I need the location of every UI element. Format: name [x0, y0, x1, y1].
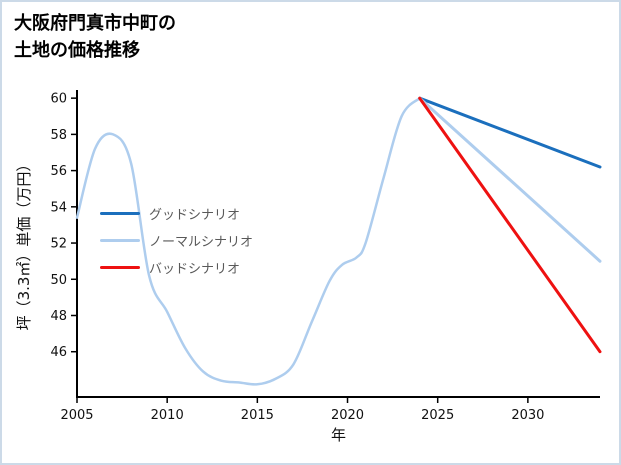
chart-title: 大阪府門真市中町の 土地の価格推移 — [14, 10, 176, 64]
y-tick-label: 50 — [50, 273, 67, 288]
legend-item-normal-scenario: ノーマルシナリオ — [100, 232, 254, 250]
y-tick-label: 52 — [50, 237, 67, 252]
x-axis-label: 年 — [331, 426, 346, 444]
x-tick-label: 2020 — [331, 408, 364, 423]
legend-line-good-scenario — [100, 212, 140, 215]
legend-line-bad-scenario — [100, 266, 140, 269]
x-tick-label: 2005 — [60, 408, 93, 423]
series-line-0 — [75, 96, 421, 386]
chart-title-line1: 大阪府門真市中町の — [14, 13, 176, 34]
x-tick-label: 2025 — [421, 408, 454, 423]
x-tick-label: 2015 — [241, 408, 274, 423]
chart-title-line2: 土地の価格推移 — [14, 40, 140, 61]
y-tick-label: 56 — [50, 164, 67, 179]
legend-item-bad-scenario: バッドシナリオ — [100, 259, 253, 277]
y-tick-label: 54 — [50, 200, 67, 215]
y-tick-label: 58 — [50, 128, 67, 143]
legend: グッドシナリオ ノーマルシナリオ バッドシナリオ — [100, 205, 254, 277]
series-line-1 — [418, 96, 602, 169]
y-tick-label: 60 — [50, 92, 67, 107]
legend-label-normal-scenario: ノーマルシナリオ — [149, 235, 254, 250]
legend-line-normal-scenario — [100, 239, 140, 242]
legend-item-good-scenario: グッドシナリオ — [100, 205, 253, 223]
x-tick-label: 2010 — [151, 408, 184, 423]
legend-label-bad-scenario: バッドシナリオ — [149, 262, 241, 277]
y-tick-label: 48 — [50, 309, 67, 324]
y-tick-label: 46 — [50, 345, 67, 360]
x-tick-label: 2030 — [511, 408, 544, 423]
y-axis-label: 坪（3.3㎡）単価（万円） — [15, 157, 33, 331]
series-line-2 — [418, 96, 602, 263]
series-line-3 — [418, 96, 602, 354]
legend-label-good-scenario: グッドシナリオ — [149, 208, 241, 223]
